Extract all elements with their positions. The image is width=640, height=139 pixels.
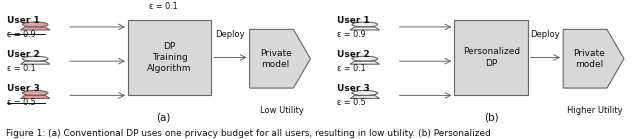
Text: Higher Utility: Higher Utility <box>568 106 623 115</box>
Text: (a): (a) <box>156 112 170 122</box>
Text: User 3: User 3 <box>7 84 40 93</box>
Text: User 2: User 2 <box>337 50 369 59</box>
Text: User 1: User 1 <box>7 16 40 25</box>
Circle shape <box>352 90 378 95</box>
Text: Personalized
DP: Personalized DP <box>463 47 520 68</box>
Text: Private
model: Private model <box>573 49 605 69</box>
Text: ε = 0.1: ε = 0.1 <box>149 2 177 11</box>
Text: ε = 0.9: ε = 0.9 <box>7 30 36 39</box>
Text: ε = 0.9: ε = 0.9 <box>337 30 365 39</box>
Text: ε = 0.5: ε = 0.5 <box>7 98 36 107</box>
Circle shape <box>22 56 48 61</box>
Text: Figure 1: (a) Conventional DP uses one privacy budget for all users, resulting i: Figure 1: (a) Conventional DP uses one p… <box>6 129 492 138</box>
Text: ε = 0.1: ε = 0.1 <box>337 64 365 73</box>
Text: (b): (b) <box>484 112 499 122</box>
Bar <box>128 20 211 95</box>
Polygon shape <box>350 95 380 98</box>
Bar <box>454 20 528 95</box>
Text: Deploy: Deploy <box>216 30 245 39</box>
Circle shape <box>22 22 48 27</box>
Polygon shape <box>350 27 380 30</box>
Text: ε = 0.5: ε = 0.5 <box>337 98 365 107</box>
Polygon shape <box>20 95 50 98</box>
Text: User 1: User 1 <box>337 16 369 25</box>
Text: ε = 0.1: ε = 0.1 <box>7 64 36 73</box>
Polygon shape <box>20 27 50 30</box>
Polygon shape <box>563 29 624 88</box>
Text: User 2: User 2 <box>7 50 40 59</box>
Circle shape <box>352 22 378 27</box>
Circle shape <box>352 56 378 61</box>
Polygon shape <box>350 61 380 64</box>
Text: Low Utility: Low Utility <box>260 106 303 115</box>
Polygon shape <box>250 29 310 88</box>
Text: DP
Training
Algorithm: DP Training Algorithm <box>147 42 192 73</box>
Text: Deploy: Deploy <box>531 30 560 39</box>
Polygon shape <box>20 61 50 64</box>
Circle shape <box>22 90 48 95</box>
Text: User 3: User 3 <box>337 84 369 93</box>
Text: Private
model: Private model <box>260 49 292 69</box>
